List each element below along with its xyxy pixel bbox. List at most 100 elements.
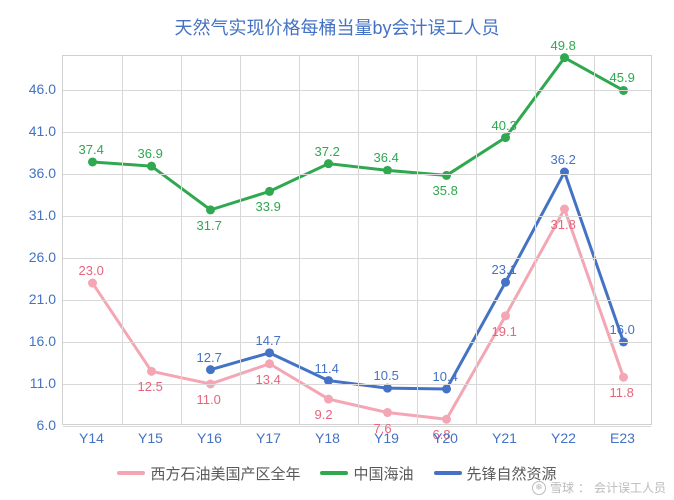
data-marker	[206, 365, 215, 374]
data-label: 35.8	[433, 183, 458, 198]
chart-container: 天然气实现价格每桶当量by会计误工人员 23.012.511.013.49.27…	[0, 0, 674, 500]
data-label: 11.8	[610, 385, 634, 400]
gridline-h	[63, 342, 651, 343]
watermark-sep: ：	[578, 479, 590, 496]
y-axis-tick: 6.0	[6, 417, 56, 433]
data-label: 36.9	[138, 146, 163, 161]
data-marker	[619, 373, 628, 382]
data-marker	[442, 415, 451, 424]
legend-item: 西方石油美国产区全年	[117, 463, 300, 484]
gridline-v	[181, 56, 182, 424]
data-label: 16.0	[610, 322, 635, 337]
x-axis-tick: Y14	[79, 430, 104, 446]
x-axis-tick: Y21	[492, 430, 517, 446]
watermark: ❄ 雪球 ： 会计误工人员	[532, 479, 666, 496]
data-label: 11.0	[197, 392, 221, 407]
y-axis-tick: 41.0	[6, 123, 56, 139]
legend-label: 西方石油美国产区全年	[150, 463, 300, 484]
y-axis-tick: 16.0	[6, 333, 56, 349]
data-marker	[501, 311, 510, 320]
data-label: 14.7	[256, 333, 281, 348]
data-marker	[265, 187, 274, 196]
x-axis-tick: Y20	[433, 430, 458, 446]
data-marker	[560, 205, 569, 214]
xueqiu-logo-icon: ❄	[532, 481, 546, 495]
gridline-h	[63, 300, 651, 301]
x-axis-tick: Y17	[256, 430, 281, 446]
x-axis-tick: Y15	[138, 430, 163, 446]
data-label: 31.8	[551, 217, 576, 232]
y-axis-tick: 11.0	[6, 375, 56, 391]
legend-swatch	[320, 471, 348, 475]
gridline-h	[63, 258, 651, 259]
chart-svg	[63, 56, 651, 424]
data-label: 40.3	[492, 118, 517, 133]
x-axis-tick: Y16	[197, 430, 222, 446]
data-label: 12.7	[197, 350, 222, 365]
data-marker	[206, 205, 215, 214]
data-label: 9.2	[315, 407, 333, 422]
data-marker	[501, 133, 510, 142]
x-axis-tick: E23	[610, 430, 635, 446]
data-marker	[324, 159, 333, 168]
y-axis-tick: 31.0	[6, 207, 56, 223]
data-marker	[442, 385, 451, 394]
data-marker	[265, 359, 274, 368]
gridline-h	[63, 132, 651, 133]
gridline-h	[63, 426, 651, 427]
gridline-h	[63, 90, 651, 91]
legend-swatch	[434, 471, 462, 475]
legend-label: 中国海油	[353, 463, 413, 484]
gridline-v	[358, 56, 359, 424]
data-label: 33.9	[256, 199, 281, 214]
watermark-brand: 雪球	[550, 479, 574, 496]
watermark-author: 会计误工人员	[594, 479, 666, 496]
x-axis-tick: Y18	[315, 430, 340, 446]
x-axis-tick: Y22	[551, 430, 576, 446]
gridline-v	[240, 56, 241, 424]
x-axis-tick: Y19	[374, 430, 399, 446]
y-axis-tick: 36.0	[6, 165, 56, 181]
data-label: 23.1	[492, 262, 517, 277]
plot-area: 23.012.511.013.49.27.66.819.131.811.837.…	[62, 55, 652, 425]
legend-item: 中国海油	[320, 463, 413, 484]
data-marker	[560, 168, 569, 177]
data-marker	[560, 53, 569, 62]
data-marker	[147, 162, 156, 171]
y-axis-tick: 21.0	[6, 291, 56, 307]
data-label: 36.4	[374, 150, 399, 165]
data-marker	[88, 157, 97, 166]
data-marker	[383, 384, 392, 393]
y-axis-tick: 46.0	[6, 81, 56, 97]
data-marker	[501, 278, 510, 287]
gridline-v	[476, 56, 477, 424]
data-marker	[383, 408, 392, 417]
legend-swatch	[117, 471, 145, 475]
data-marker	[324, 395, 333, 404]
chart-title: 天然气实现价格每桶当量by会计误工人员	[0, 0, 674, 40]
gridline-v	[417, 56, 418, 424]
data-marker	[442, 171, 451, 180]
data-marker	[88, 279, 97, 288]
data-label: 23.0	[79, 263, 104, 278]
data-label: 37.2	[315, 144, 340, 159]
data-label: 31.7	[197, 218, 222, 233]
data-label: 36.2	[551, 152, 576, 167]
data-label: 12.5	[138, 379, 163, 394]
gridline-v	[122, 56, 123, 424]
data-label: 10.5	[374, 368, 399, 383]
gridline-v	[535, 56, 536, 424]
data-label: 13.4	[256, 372, 281, 387]
gridline-v	[594, 56, 595, 424]
data-label: 37.4	[79, 142, 104, 157]
gridline-v	[299, 56, 300, 424]
y-axis-tick: 26.0	[6, 249, 56, 265]
gridline-h	[63, 174, 651, 175]
data-label: 11.4	[315, 361, 339, 376]
data-label: 10.4	[433, 369, 458, 384]
data-label: 49.8	[551, 38, 576, 53]
data-label: 19.1	[492, 324, 517, 339]
data-marker	[147, 367, 156, 376]
data-label: 45.9	[610, 70, 635, 85]
data-marker	[265, 348, 274, 357]
